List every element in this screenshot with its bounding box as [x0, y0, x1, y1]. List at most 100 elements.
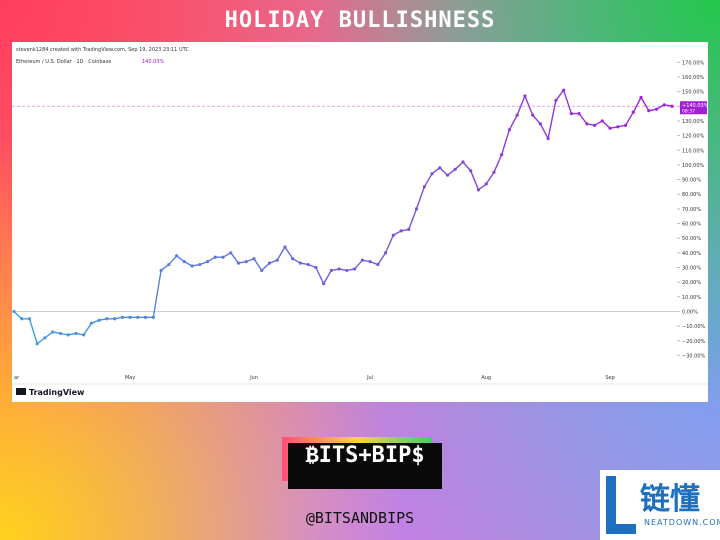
y-tick-label: −30.00%	[682, 353, 706, 359]
point	[120, 315, 124, 319]
point	[438, 166, 442, 170]
panel-bg	[12, 42, 708, 402]
x-tick-label: ar	[14, 375, 20, 381]
y-tick-label: 150.00%	[682, 90, 704, 96]
page-title: HOLIDAY BULLISHNESS	[224, 8, 496, 33]
y-tick-label: 30.00%	[682, 265, 701, 271]
point	[461, 160, 465, 164]
point	[353, 267, 357, 271]
point	[66, 333, 70, 337]
y-tick-label: 20.00%	[682, 280, 701, 286]
point	[51, 330, 55, 334]
point	[275, 258, 279, 262]
y-tick-label: 10.00%	[682, 295, 701, 301]
point	[469, 169, 473, 173]
point	[383, 251, 388, 255]
credit: stevenk1284 created with TradingView.com…	[16, 47, 189, 53]
point	[174, 254, 179, 258]
countdown: 08:37	[682, 109, 695, 115]
logo: ₿ITS+BIP$	[282, 437, 442, 489]
point	[322, 282, 326, 286]
point	[445, 173, 450, 177]
y-tick-label: 80.00%	[682, 192, 701, 198]
point	[585, 122, 589, 126]
point	[74, 331, 78, 336]
y-tick-label: 50.00%	[682, 236, 701, 242]
point	[608, 126, 612, 130]
logo-text: ₿ITS+BIP$	[305, 443, 425, 468]
point	[306, 262, 310, 267]
point	[430, 172, 434, 176]
point	[492, 170, 496, 174]
watermark: 链懂 NEATDOWN.COM	[600, 470, 720, 540]
y-tick-label: 100.00%	[682, 163, 704, 169]
point	[205, 260, 210, 264]
y-tick-label: 0.00%	[682, 309, 698, 315]
last-value-box	[680, 101, 707, 115]
logo-box	[288, 443, 442, 489]
point	[515, 113, 519, 117]
point	[198, 262, 202, 267]
point	[569, 112, 573, 116]
point	[616, 125, 620, 129]
point	[592, 123, 597, 127]
point	[531, 113, 535, 117]
point	[538, 122, 543, 126]
point	[376, 262, 380, 267]
point	[414, 207, 419, 211]
point	[562, 88, 566, 92]
x-tick-label: Sep	[605, 375, 614, 381]
watermark-icon	[606, 476, 616, 534]
point	[144, 315, 148, 319]
point	[360, 258, 364, 262]
point	[221, 255, 225, 259]
point	[298, 261, 303, 265]
point	[500, 153, 504, 157]
y-tick-label: 170.00%	[682, 60, 704, 66]
point	[252, 257, 256, 261]
point	[631, 110, 635, 114]
x-tick-label: Jul	[366, 375, 373, 381]
point	[345, 268, 349, 273]
point	[12, 309, 16, 314]
point	[58, 331, 63, 336]
point	[159, 268, 163, 273]
point	[623, 123, 628, 127]
y-tick-label: 90.00%	[682, 178, 701, 184]
point	[453, 167, 457, 171]
point	[244, 260, 248, 264]
point	[577, 112, 581, 116]
point	[368, 260, 372, 264]
x-tick-label: Jun	[249, 375, 258, 381]
point	[329, 268, 333, 273]
y-tick-label: −20.00%	[682, 339, 706, 345]
point	[654, 107, 659, 111]
y-tick-label: 120.00%	[682, 134, 704, 140]
point	[151, 315, 155, 319]
x-tick-label: Aug	[481, 375, 491, 381]
point	[507, 128, 512, 132]
legend-value: 140.03%	[142, 59, 164, 65]
point	[105, 317, 109, 321]
point	[182, 260, 186, 264]
point	[167, 262, 171, 267]
point	[476, 188, 481, 192]
watermark-url: NEATDOWN.COM	[644, 518, 720, 527]
y-tick-label: 40.00%	[682, 251, 701, 257]
chart-panel: stevenk1284 created with TradingView.com…	[12, 42, 708, 402]
point	[190, 264, 194, 268]
point	[314, 265, 318, 270]
point	[213, 255, 217, 259]
point	[236, 261, 241, 265]
y-tick-label: 110.00%	[682, 148, 704, 154]
point	[136, 315, 140, 319]
handle: @BITSANDBIPS	[305, 509, 415, 527]
point	[546, 136, 550, 141]
point	[27, 317, 32, 321]
point	[35, 342, 39, 346]
point	[267, 261, 272, 265]
x-tick-label: May	[125, 375, 135, 381]
point	[97, 318, 101, 322]
chart-title: Ethereum / U.S. Dollar · 1D · Coinbase	[16, 59, 111, 65]
